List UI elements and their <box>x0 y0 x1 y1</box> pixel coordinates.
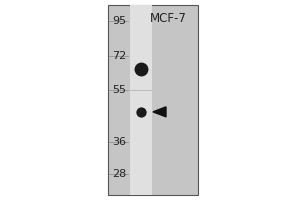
Point <box>139 67 143 70</box>
Bar <box>0 0 108 200</box>
Text: 72: 72 <box>112 51 126 61</box>
Bar <box>130 5 152 195</box>
Bar <box>198 0 300 200</box>
Bar <box>108 5 198 195</box>
Text: 95: 95 <box>112 16 126 26</box>
Text: MCF-7: MCF-7 <box>150 12 186 25</box>
Text: 36: 36 <box>112 137 126 147</box>
Text: 55: 55 <box>112 85 126 95</box>
Text: 28: 28 <box>112 169 126 179</box>
Point <box>139 110 143 113</box>
Polygon shape <box>153 107 166 117</box>
